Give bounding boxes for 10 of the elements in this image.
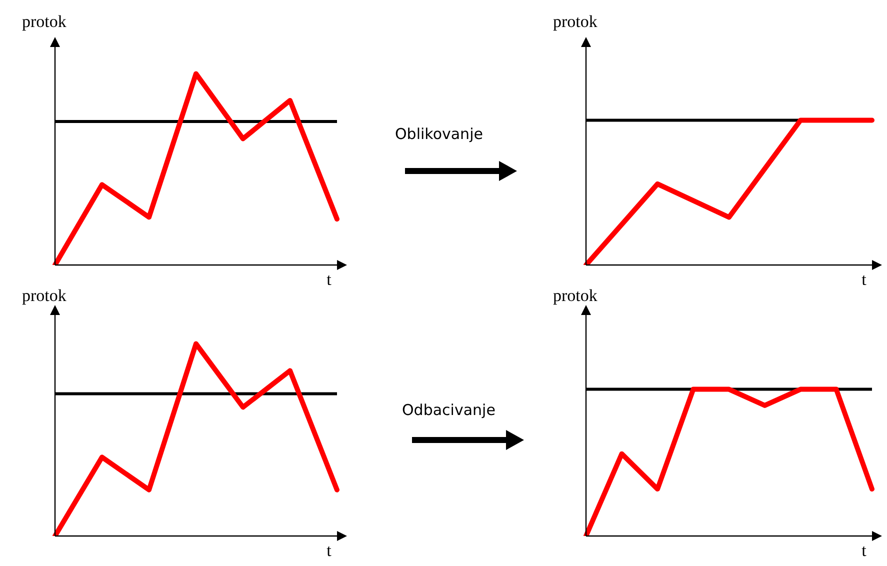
y-axis-title: protok bbox=[553, 12, 598, 31]
x-axis-title: t bbox=[862, 270, 867, 289]
text: Odbacivanje bbox=[402, 401, 496, 419]
y-axis-title: protok bbox=[22, 12, 67, 31]
x-axis-title: t bbox=[326, 541, 332, 560]
x-axis-title: t bbox=[862, 541, 867, 560]
y-axis-title: protok bbox=[553, 286, 598, 305]
text: Oblikovanje bbox=[395, 125, 483, 143]
y-axis-title: protok bbox=[22, 286, 67, 305]
x-axis-title: t bbox=[326, 270, 332, 289]
